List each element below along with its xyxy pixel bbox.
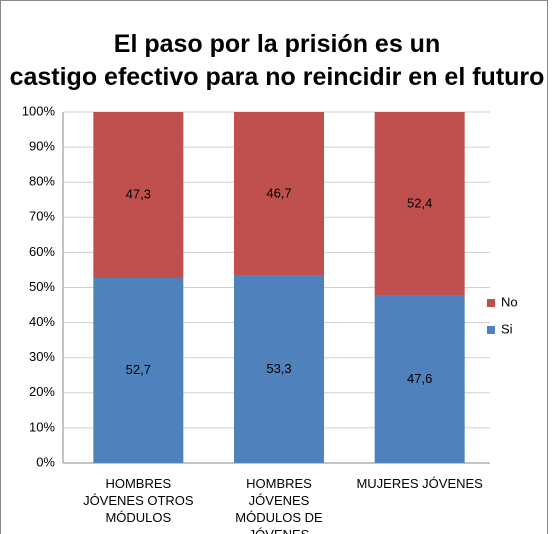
bar-segment xyxy=(93,112,184,279)
data-label: 52,4 xyxy=(407,195,432,210)
x-tick-label: HOMBRES JÓVENES OTROS MÓDULOS xyxy=(83,476,194,525)
bar-segment xyxy=(93,278,184,463)
data-label: 47,3 xyxy=(126,186,151,201)
bar-segment xyxy=(374,295,465,463)
data-label: 46,7 xyxy=(266,185,291,200)
legend-swatch xyxy=(487,326,495,334)
legend-label: Si xyxy=(501,321,513,336)
y-tick-label: 30% xyxy=(29,349,55,364)
y-tick-label: 80% xyxy=(29,174,55,189)
data-label: 47,6 xyxy=(407,371,432,386)
bar-segment xyxy=(234,112,324,276)
legend-label: No xyxy=(501,294,518,309)
legend-swatch xyxy=(487,299,495,307)
bar-segment xyxy=(234,275,324,463)
y-tick-label: 90% xyxy=(29,139,55,154)
data-label: 53,3 xyxy=(266,361,291,376)
y-tick-label: 20% xyxy=(29,384,55,399)
bar-segment xyxy=(374,112,465,296)
data-label: 52,7 xyxy=(126,362,151,377)
chart-title: El paso por la prisión es un castigo efec… xyxy=(10,30,545,91)
y-tick-label: 0% xyxy=(36,454,55,469)
y-tick-label: 100% xyxy=(22,103,56,118)
x-tick-label: MUJERES JÓVENES xyxy=(356,476,483,491)
y-tick-label: 50% xyxy=(29,279,55,294)
y-tick-label: 40% xyxy=(29,314,55,329)
y-tick-label: 60% xyxy=(29,244,55,259)
y-tick-label: 70% xyxy=(29,209,55,224)
x-tick-label: HOMBRES JÓVENES MÓDULOS DE JÓVENES xyxy=(235,476,323,534)
y-tick-label: 10% xyxy=(29,419,55,434)
